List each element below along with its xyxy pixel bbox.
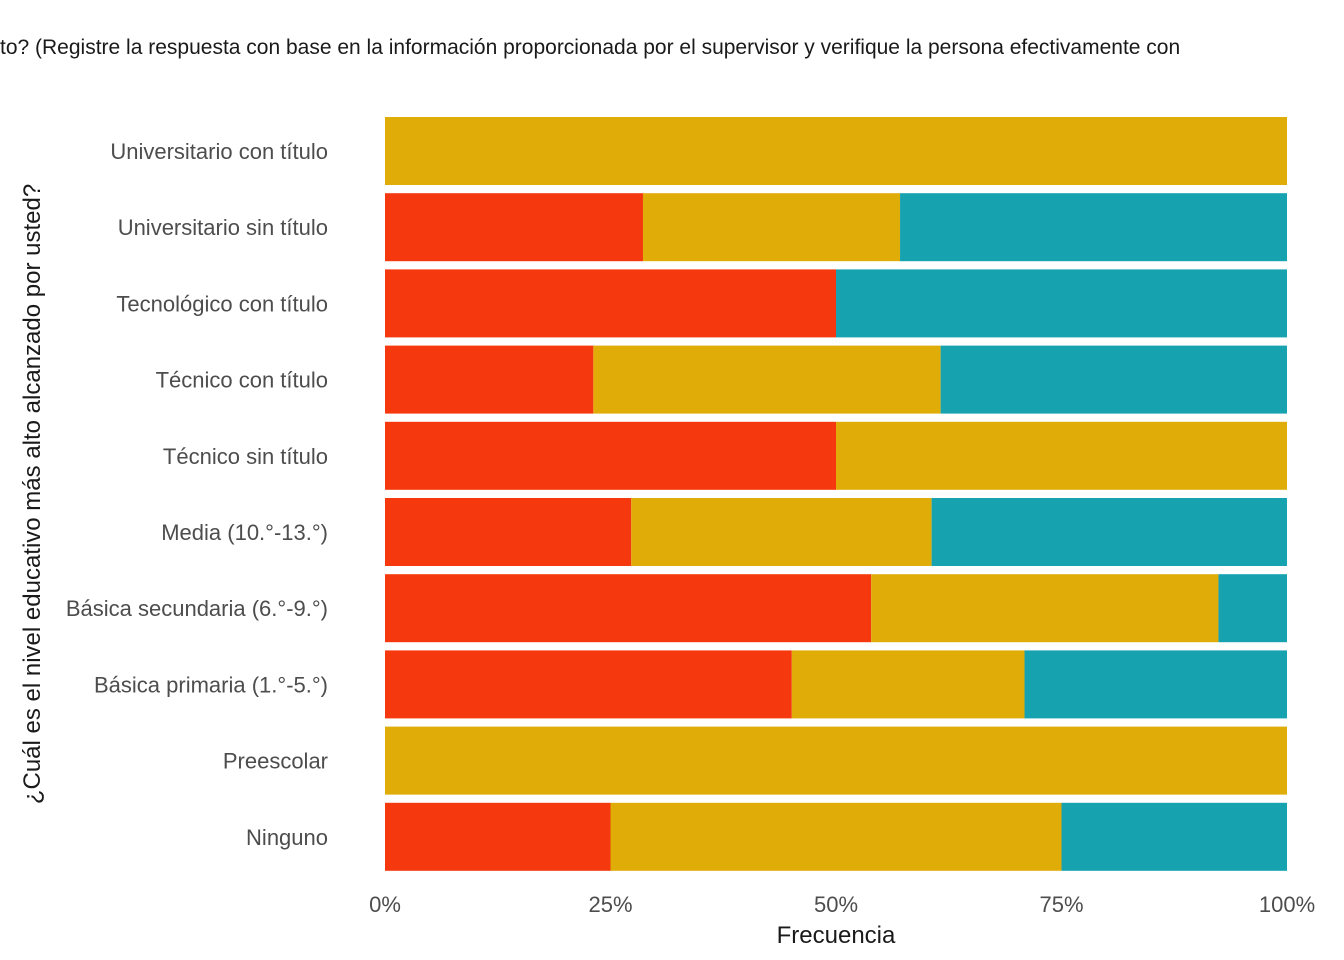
x-axis-label: Frecuencia (777, 922, 896, 949)
bar-segment-9-2 (1061, 802, 1287, 871)
x-tick-label: 100% (1259, 892, 1315, 917)
bar-segment-3-0 (385, 345, 594, 414)
bars-layer (385, 117, 1287, 871)
y-axis-label: ¿Cuál es el nivel educativo más alto alc… (19, 184, 46, 804)
bar-segment-7-0 (385, 650, 792, 719)
y-tick-label: Ninguno (246, 825, 328, 850)
chart-title: to? (Registre la respuesta con base en l… (0, 36, 1181, 59)
bar-segment-1-1 (642, 193, 901, 262)
bar-segment-6-2 (1218, 574, 1287, 643)
bar-segment-7-1 (791, 650, 1025, 719)
y-tick-label: Técnico sin título (163, 444, 328, 469)
y-tick-label: Básica primaria (1.°-5.°) (94, 672, 328, 697)
x-tick-label: 0% (369, 892, 401, 917)
x-tick-labels: 0% 25% 50% 75% 100% (369, 892, 1315, 917)
y-tick-label: Tecnológico con título (116, 291, 328, 316)
y-tick-labels: Universitario con título Universitario si… (66, 139, 328, 850)
bar-segment-1-0 (385, 193, 643, 262)
y-tick-label: Universitario sin título (118, 215, 328, 240)
y-tick-label: Preescolar (223, 749, 328, 774)
bar-segment-5-2 (931, 498, 1287, 566)
bar-segment-7-2 (1024, 650, 1287, 719)
bar-segment-4-1 (836, 421, 1287, 490)
y-tick-label: Básica secundaria (6.°-9.°) (66, 596, 328, 621)
x-tick-label: 25% (588, 892, 632, 917)
bar-segment-3-1 (593, 345, 941, 414)
x-tick-label: 75% (1039, 892, 1083, 917)
bar-segment-0-1 (385, 117, 1287, 185)
bar-segment-2-0 (385, 269, 836, 338)
bar-segment-6-1 (871, 574, 1219, 643)
y-tick-label: Media (10.°-13.°) (161, 520, 328, 545)
x-tick-label: 50% (814, 892, 858, 917)
bar-segment-9-1 (610, 802, 1062, 871)
bar-segment-9-0 (385, 802, 611, 871)
bar-segment-8-1 (385, 726, 1287, 795)
bar-segment-1-2 (900, 193, 1287, 262)
bar-segment-6-0 (385, 574, 872, 643)
bar-segment-4-0 (385, 421, 836, 490)
bar-segment-5-0 (385, 498, 632, 566)
bar-segment-2-2 (836, 269, 1287, 338)
y-tick-label: Universitario con título (110, 139, 328, 164)
bar-segment-3-2 (940, 345, 1287, 414)
bar-segment-5-1 (631, 498, 932, 566)
y-tick-label: Técnico con título (156, 368, 328, 393)
